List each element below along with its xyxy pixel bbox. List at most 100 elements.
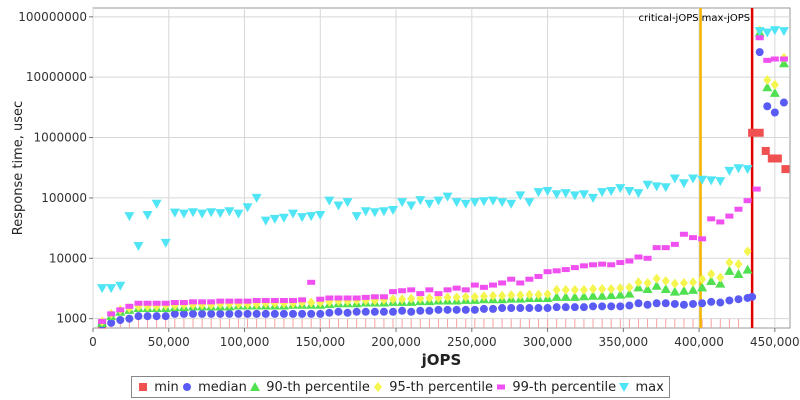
data-point <box>552 303 561 312</box>
data-point <box>498 280 507 286</box>
data-point <box>748 128 757 137</box>
data-point <box>598 261 607 267</box>
data-point <box>642 180 653 190</box>
data-points <box>97 25 790 329</box>
data-point <box>763 102 772 111</box>
data-point <box>733 268 744 278</box>
data-point <box>225 298 234 304</box>
y-tick-label: 100000000 <box>18 10 87 24</box>
data-point <box>755 128 764 137</box>
legend-item: 99-th percentile <box>495 380 616 395</box>
data-point <box>660 183 671 193</box>
data-point <box>270 309 279 318</box>
data-point <box>351 212 362 222</box>
data-point <box>325 308 334 317</box>
data-point <box>360 207 371 217</box>
data-point <box>407 287 416 293</box>
data-point <box>725 296 734 305</box>
y-axis-title: Response time, usec <box>11 101 26 235</box>
data-point <box>207 299 216 305</box>
data-point <box>634 254 643 260</box>
data-point <box>579 303 588 312</box>
data-point <box>189 299 198 305</box>
legend-swatch-icon <box>139 383 148 391</box>
data-point <box>398 306 407 315</box>
data-point <box>179 309 188 318</box>
data-point <box>589 262 598 268</box>
data-point <box>434 291 443 297</box>
data-point <box>278 213 289 223</box>
data-point <box>479 284 488 290</box>
data-point <box>589 302 598 311</box>
data-point <box>533 188 544 198</box>
data-point <box>388 206 399 216</box>
data-point <box>762 28 773 38</box>
data-point <box>425 287 434 293</box>
data-point <box>225 309 234 318</box>
data-point <box>706 176 717 186</box>
data-point <box>297 213 308 223</box>
data-point <box>416 291 425 297</box>
x-tick-label: 0 <box>89 335 97 349</box>
y-tick-labels: 1000 10000 100000 1000000 10000000 100000000 <box>18 10 87 326</box>
data-point <box>769 26 780 36</box>
data-point <box>707 268 716 279</box>
data-point <box>643 255 652 261</box>
data-point <box>716 219 725 225</box>
data-point <box>688 284 699 294</box>
data-point <box>498 290 507 301</box>
data-point <box>334 295 343 301</box>
plot-area <box>92 7 791 329</box>
data-point <box>560 189 571 199</box>
data-point <box>434 305 443 314</box>
series-max <box>97 26 789 294</box>
data-point <box>389 307 398 316</box>
data-point <box>407 293 416 304</box>
data-point <box>652 273 661 284</box>
data-point <box>507 304 516 313</box>
data-point <box>352 307 361 316</box>
data-point <box>397 198 408 208</box>
data-point <box>661 276 670 287</box>
data-point <box>607 302 616 311</box>
data-point <box>370 294 379 300</box>
data-point <box>234 298 243 304</box>
data-point <box>770 108 779 117</box>
data-point <box>151 199 162 209</box>
data-point <box>716 298 725 307</box>
data-point <box>778 27 789 37</box>
data-point <box>570 284 579 295</box>
data-point <box>452 285 461 291</box>
data-point <box>269 214 280 224</box>
data-point <box>289 297 298 303</box>
data-point <box>642 283 653 293</box>
data-point <box>767 154 776 163</box>
data-point <box>306 212 317 222</box>
data-point <box>670 241 679 247</box>
data-point <box>515 191 526 201</box>
data-point <box>534 289 543 300</box>
data-point <box>307 297 316 308</box>
data-point <box>779 98 788 107</box>
legend-item: 95-th percentile <box>372 380 493 395</box>
data-point <box>689 235 698 241</box>
data-point <box>634 299 643 308</box>
data-point <box>755 35 764 41</box>
data-point <box>634 277 643 288</box>
data-point <box>698 274 707 285</box>
data-point <box>288 209 299 219</box>
data-point <box>606 187 617 197</box>
data-point <box>389 294 398 305</box>
data-point <box>251 193 262 203</box>
data-point <box>470 305 479 314</box>
data-point <box>234 309 243 318</box>
data-point <box>142 211 153 221</box>
y-tick-label: 10000000 <box>26 70 87 84</box>
data-point <box>597 188 608 198</box>
data-point <box>443 305 452 314</box>
data-point <box>424 199 435 209</box>
data-point <box>679 231 688 237</box>
data-point <box>124 212 135 222</box>
data-point <box>615 289 626 299</box>
